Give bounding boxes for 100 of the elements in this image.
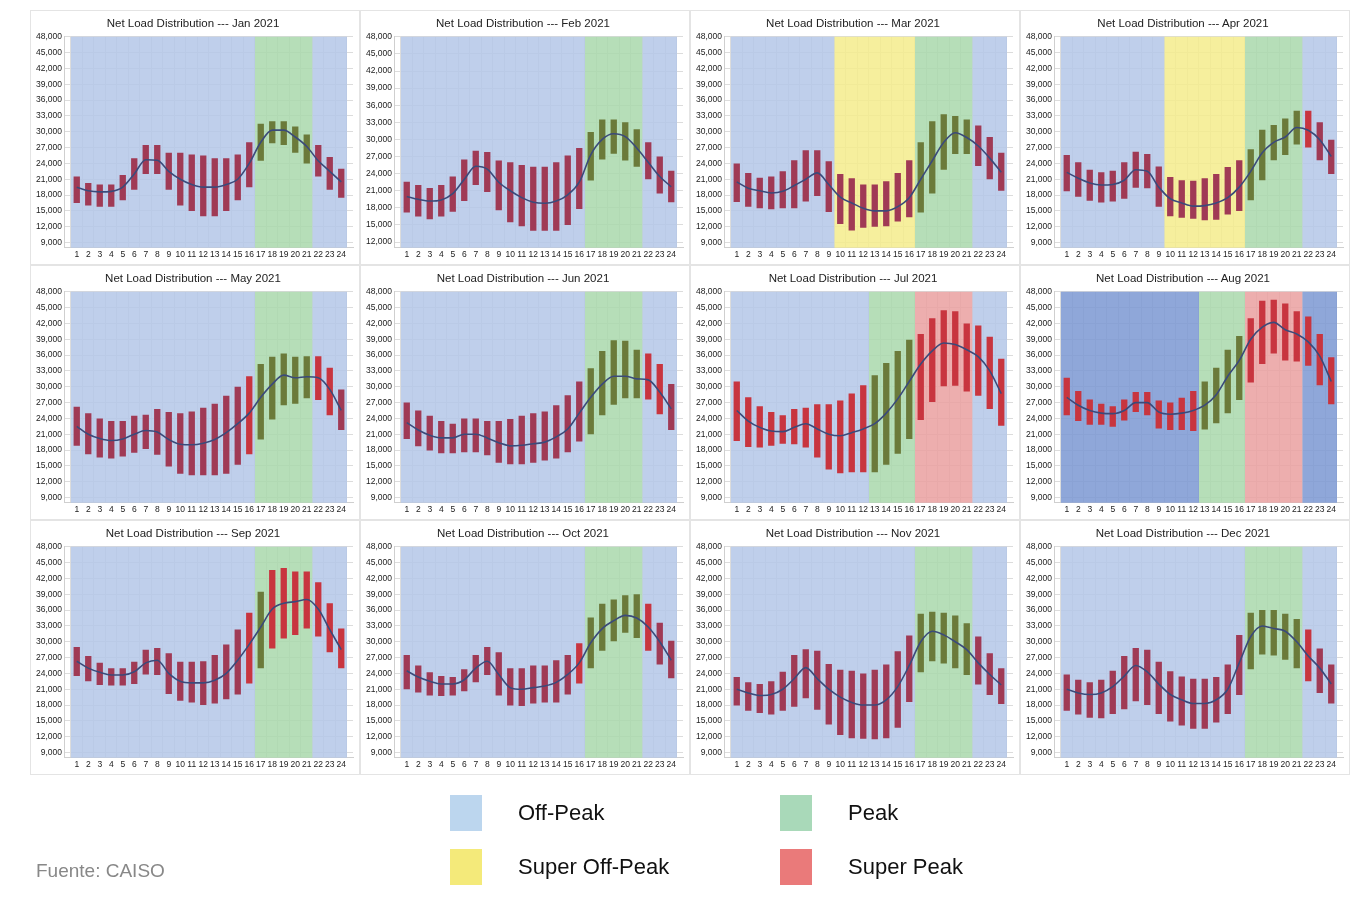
y-tick-label: 9,000 — [700, 746, 723, 757]
x-tick-label: 4 — [438, 759, 444, 770]
x-tick-label: 3 — [427, 504, 433, 515]
y-tick-label: 12,000 — [1026, 476, 1053, 487]
x-tick-label: 18 — [597, 504, 608, 515]
y-tick-label: 15,000 — [1026, 460, 1053, 471]
x-tick-label: 15 — [893, 504, 903, 515]
x-tick-label: 20 — [290, 504, 301, 515]
y-tick-label: 39,000 — [696, 78, 723, 89]
x-tick-label: 17 — [256, 759, 266, 770]
x-tick-label: 13 — [540, 759, 550, 770]
x-tick-label: 24 — [1326, 504, 1337, 515]
y-tick-label: 9,000 — [40, 746, 63, 757]
x-tick-label: 9 — [826, 759, 832, 770]
y-tick-label: 24,000 — [696, 667, 723, 678]
y-tick-label: 21,000 — [36, 683, 63, 694]
y-tick-label: 21,000 — [1026, 683, 1053, 694]
y-tick-label: 42,000 — [696, 62, 723, 73]
y-tick-label: 39,000 — [36, 588, 63, 599]
x-tick-label: 24 — [996, 504, 1007, 515]
x-tick-label: 12 — [1188, 759, 1199, 770]
x-tick-label: 2 — [415, 249, 421, 260]
y-tick-label: 30,000 — [36, 636, 63, 647]
x-tick-label: 23 — [655, 504, 665, 515]
x-tick-label: 23 — [985, 249, 995, 260]
x-tick-label: 19 — [279, 504, 289, 515]
y-tick-label: 33,000 — [1026, 365, 1053, 376]
x-tick-label: 5 — [1110, 249, 1116, 260]
x-tick-label: 7 — [803, 249, 809, 260]
x-tick-label: 2 — [1075, 759, 1081, 770]
x-tick-label: 19 — [609, 249, 619, 260]
x-tick-label: 5 — [120, 759, 126, 770]
x-tick-label: 4 — [768, 504, 774, 515]
y-tick-label: 12,000 — [696, 476, 723, 487]
y-tick-label: 15,000 — [696, 205, 723, 216]
y-tick-label: 12,000 — [696, 731, 723, 742]
y-tick-label: 18,000 — [36, 699, 63, 710]
y-tick-label: 33,000 — [36, 620, 63, 631]
x-tick-label: 9 — [496, 759, 502, 770]
x-tick-label: 20 — [1280, 759, 1291, 770]
category-label: Super Off-Peak — [518, 854, 670, 880]
x-tick-label: 1 — [404, 504, 410, 515]
x-tick-label: 2 — [85, 504, 91, 515]
y-tick-label: 42,000 — [36, 317, 63, 328]
x-tick-label: 15 — [893, 249, 903, 260]
x-tick-label: 10 — [835, 249, 846, 260]
x-tick-label: 16 — [1234, 504, 1245, 515]
y-tick-label: 9,000 — [40, 491, 63, 502]
y-tick-label: 36,000 — [36, 604, 63, 615]
x-tick-label: 16 — [244, 504, 255, 515]
x-tick-label: 10 — [1165, 759, 1176, 770]
y-tick-label: 21,000 — [36, 428, 63, 439]
y-tick-label: 30,000 — [36, 126, 63, 137]
y-tick-label: 42,000 — [1026, 317, 1053, 328]
y-tick-label: 21,000 — [366, 683, 393, 694]
y-tick-label: 45,000 — [1026, 46, 1053, 57]
y-tick-label: 48,000 — [36, 31, 63, 42]
y-tick-label: 36,000 — [366, 604, 393, 615]
x-tick-label: 1 — [1064, 759, 1070, 770]
x-tick-label: 20 — [290, 249, 301, 260]
x-tick-label: 17 — [1246, 249, 1256, 260]
x-tick-label: 6 — [461, 504, 467, 515]
x-tick-label: 21 — [962, 759, 972, 770]
x-tick-label: 20 — [290, 759, 301, 770]
y-tick-label: 21,000 — [1026, 173, 1053, 184]
chart-title: Net Load Distribution --- Jan 2021 — [106, 17, 280, 30]
x-tick-label: 21 — [632, 759, 642, 770]
y-tick-label: 48,000 — [1026, 31, 1053, 42]
x-tick-label: 12 — [858, 759, 869, 770]
chart-title: Net Load Distribution --- Aug 2021 — [1096, 272, 1270, 285]
x-tick-label: 22 — [973, 249, 984, 260]
x-tick-label: 22 — [1303, 249, 1314, 260]
x-tick-label: 7 — [473, 504, 479, 515]
y-tick-label: 27,000 — [366, 150, 393, 161]
x-tick-label: 16 — [904, 249, 915, 260]
x-tick-label: 14 — [881, 504, 892, 515]
y-tick-label: 24,000 — [1026, 157, 1053, 168]
y-tick-label: 36,000 — [36, 94, 63, 105]
y-tick-label: 36,000 — [1026, 604, 1053, 615]
x-tick-label: 2 — [745, 504, 751, 515]
x-tick-label: 21 — [302, 249, 312, 260]
y-tick-label: 24,000 — [696, 157, 723, 168]
x-tick-label: 15 — [1223, 504, 1233, 515]
x-tick-label: 23 — [655, 759, 665, 770]
y-tick-label: 15,000 — [1026, 715, 1053, 726]
x-tick-label: 21 — [632, 249, 642, 260]
x-tick-label: 22 — [973, 759, 984, 770]
y-tick-label: 42,000 — [696, 317, 723, 328]
x-tick-label: 7 — [143, 759, 149, 770]
x-tick-label: 1 — [1064, 249, 1070, 260]
x-tick-label: 21 — [1292, 759, 1302, 770]
y-tick-label: 21,000 — [696, 683, 723, 694]
y-tick-label: 45,000 — [1026, 301, 1053, 312]
y-tick-label: 48,000 — [36, 541, 63, 552]
y-tick-label: 39,000 — [696, 588, 723, 599]
y-tick-label: 33,000 — [36, 110, 63, 121]
y-tick-label: 39,000 — [366, 588, 393, 599]
chart-title: Net Load Distribution --- Oct 2021 — [437, 527, 609, 540]
x-tick-label: 22 — [313, 504, 324, 515]
x-tick-label: 3 — [427, 759, 433, 770]
